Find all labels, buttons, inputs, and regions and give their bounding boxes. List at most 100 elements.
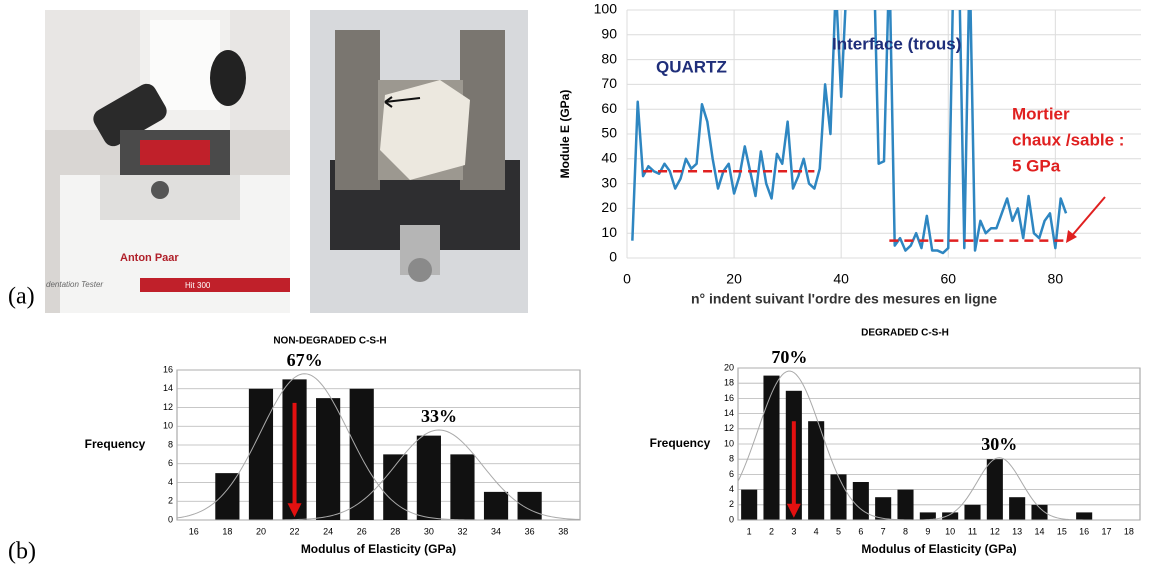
- x-tick-label: 8: [903, 526, 908, 536]
- x-tick-label: 5: [836, 526, 841, 536]
- fit-label: 33%: [421, 406, 457, 426]
- x-tick-label: 34: [491, 526, 501, 536]
- y-tick-label: 90: [601, 26, 617, 42]
- x-tick-label: 16: [189, 526, 199, 536]
- x-tick-label: 1: [747, 526, 752, 536]
- y-tick-label: 60: [601, 100, 617, 116]
- annotation: Interface (trous): [832, 34, 961, 53]
- bar: [316, 398, 340, 520]
- bar: [853, 482, 869, 520]
- model-text: Hit 300: [185, 281, 211, 290]
- x-tick-label: 26: [357, 526, 367, 536]
- y-tick-label: 4: [168, 477, 173, 487]
- y-tick-label: 0: [168, 514, 173, 524]
- y-tick-label: 2: [729, 499, 734, 509]
- bar: [450, 454, 474, 520]
- bar: [417, 436, 441, 520]
- y-tick-label: 100: [594, 1, 618, 17]
- y-tick-label: 6: [729, 469, 734, 479]
- photo-sample: [310, 10, 528, 313]
- y-tick-label: 0: [729, 514, 734, 524]
- annotation: Mortier: [1012, 104, 1070, 123]
- bar: [383, 454, 407, 520]
- y-tick-label: 16: [163, 364, 173, 374]
- y-tick-label: 20: [601, 199, 617, 215]
- bar: [942, 512, 958, 520]
- y-tick-label: 14: [724, 408, 734, 418]
- bar: [875, 497, 891, 520]
- chart-title: NON-DEGRADED C-S-H: [273, 336, 386, 347]
- x-tick-label: 32: [457, 526, 467, 536]
- x-tick-label: 16: [1079, 526, 1089, 536]
- panel-label: (b): [8, 539, 36, 565]
- y-tick-label: 6: [168, 458, 173, 468]
- y-tick-label: 50: [601, 125, 617, 141]
- x-tick-label: 24: [323, 526, 333, 536]
- x-tick-label: 20: [726, 271, 742, 287]
- y-axis-label: Frequency: [85, 437, 146, 451]
- y-axis-label: Module E (GPa): [558, 90, 572, 179]
- bar: [830, 474, 846, 520]
- photo-instrument: Anton Paar dentation Tester Hit 300: [45, 10, 290, 313]
- bar: [763, 376, 779, 520]
- bar: [484, 492, 508, 520]
- annotation: 5 GPa: [1012, 156, 1061, 175]
- x-tick-label: 3: [791, 526, 796, 536]
- bar: [897, 490, 913, 520]
- x-tick-label: 4: [814, 526, 819, 536]
- y-axis-label: Frequency: [650, 436, 711, 450]
- y-tick-label: 8: [729, 454, 734, 464]
- x-tick-label: 12: [990, 526, 1000, 536]
- x-tick-label: 40: [833, 271, 849, 287]
- x-tick-label: 22: [290, 526, 300, 536]
- y-tick-label: 2: [168, 496, 173, 506]
- y-tick-label: 12: [163, 402, 173, 412]
- y-tick-label: 4: [729, 484, 734, 494]
- figure: Anton Paar dentation Tester Hit 300 (a) …: [0, 0, 1153, 574]
- bar: [215, 473, 239, 520]
- x-tick-label: 18: [1124, 526, 1134, 536]
- x-tick-label: 2: [769, 526, 774, 536]
- x-tick-label: 17: [1101, 526, 1111, 536]
- bar: [1009, 497, 1025, 520]
- x-tick-label: 15: [1057, 526, 1067, 536]
- x-tick-label: 38: [558, 526, 568, 536]
- bar: [1076, 512, 1092, 520]
- annotation: QUARTZ: [656, 57, 727, 76]
- x-tick-label: 20: [256, 526, 266, 536]
- bar: [741, 490, 757, 520]
- x-tick-label: 11: [968, 526, 977, 536]
- bar: [518, 492, 542, 520]
- x-tick-label: 13: [1012, 526, 1022, 536]
- x-axis-label: Modulus of Elasticity (GPa): [301, 542, 456, 556]
- annotation: chaux /sable :: [1012, 130, 1124, 149]
- x-tick-label: 14: [1034, 526, 1044, 536]
- y-tick-label: 0: [609, 249, 617, 265]
- fit-label: 30%: [981, 434, 1017, 454]
- fit-label: 70%: [771, 347, 807, 367]
- y-tick-label: 70: [601, 75, 617, 91]
- y-tick-label: 14: [163, 383, 173, 393]
- x-axis-label: n° indent suivant l'ordre des mesures en…: [691, 291, 997, 307]
- brand-text: Anton Paar: [120, 252, 179, 264]
- bar: [249, 389, 273, 520]
- bar: [987, 459, 1003, 520]
- bar: [808, 421, 824, 520]
- bar: [350, 389, 374, 520]
- y-tick-label: 20: [724, 362, 734, 372]
- x-tick-label: 30: [424, 526, 434, 536]
- x-tick-label: 9: [925, 526, 930, 536]
- x-tick-label: 6: [858, 526, 863, 536]
- y-tick-label: 30: [601, 174, 617, 190]
- y-tick-label: 8: [168, 439, 173, 449]
- y-tick-label: 40: [601, 150, 617, 166]
- x-tick-label: 10: [945, 526, 955, 536]
- y-tick-label: 12: [724, 423, 734, 433]
- fit-label: 67%: [287, 350, 323, 370]
- y-tick-label: 18: [724, 378, 734, 388]
- bar: [964, 505, 980, 520]
- x-tick-label: 36: [525, 526, 535, 536]
- x-tick-label: 60: [940, 271, 956, 287]
- x-tick-label: 0: [623, 271, 631, 287]
- device-text: dentation Tester: [46, 280, 103, 289]
